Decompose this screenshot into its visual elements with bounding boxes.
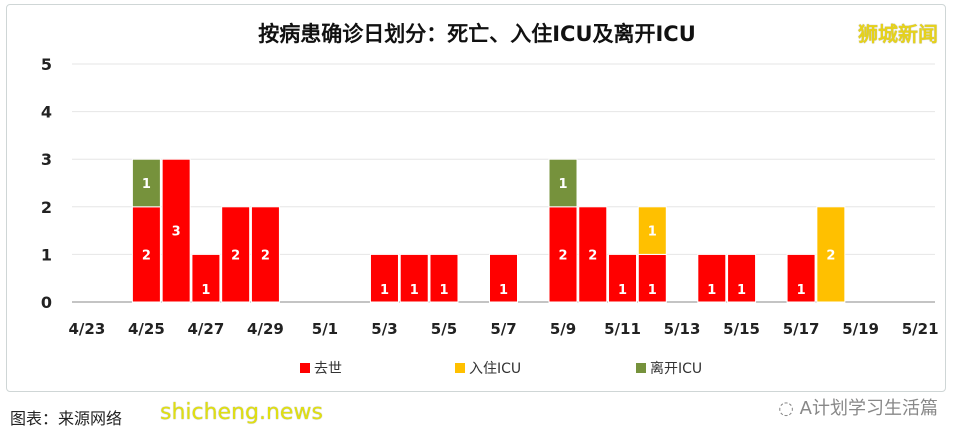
bar-入住ICU	[816, 206, 846, 303]
chart-title: 按病患确诊日划分：死亡、入住ICU及离开ICU	[258, 22, 696, 46]
x-tick-label: 4/27	[188, 320, 225, 338]
bar-去世	[727, 253, 757, 303]
legend-label: 入住ICU	[469, 361, 522, 377]
data-label: 1	[648, 225, 657, 240]
data-label: 1	[142, 177, 151, 192]
data-label: 1	[410, 283, 419, 298]
data-label: 3	[172, 225, 181, 240]
x-tick-label: 5/13	[664, 320, 701, 338]
bar-离开ICU	[548, 158, 578, 208]
bar-入住ICU	[637, 206, 667, 255]
legend-label: 离开ICU	[650, 361, 703, 377]
caption: 图表：来源网络	[10, 409, 123, 428]
chart-plot: 0 1 2 3 4 5 4/23 4/25 4/27 4/29 5/1 5/3 5/5 5/7 5/9 5/1…	[41, 55, 939, 338]
legend-swatch	[300, 363, 310, 373]
x-tick-label: 5/7	[490, 320, 516, 338]
data-label: 1	[201, 283, 210, 298]
data-label: 1	[797, 283, 806, 298]
bar-去世	[250, 206, 280, 303]
bar-去世	[578, 206, 608, 303]
x-tick-label: 5/1	[312, 320, 338, 338]
wechat-account: ◌ A计划学习生活篇	[778, 398, 938, 419]
legend-label: 去世	[314, 361, 342, 377]
data-label: 2	[261, 248, 270, 263]
brand-logo: 狮城新闻	[858, 22, 938, 46]
data-label: 1	[439, 283, 448, 298]
x-tick-label: 5/5	[431, 320, 457, 338]
y-tick-label: 0	[41, 293, 52, 312]
bar-去世	[399, 253, 429, 303]
bar-去世	[608, 253, 638, 303]
x-tick-label: 4/25	[128, 320, 165, 338]
bar-去世	[429, 253, 459, 303]
bar-去世	[637, 253, 667, 303]
x-tick-label: 5/11	[604, 320, 641, 338]
data-label: 2	[558, 248, 567, 263]
data-label: 1	[499, 283, 508, 298]
y-tick-label: 2	[41, 198, 52, 217]
x-tick-label: 5/3	[371, 320, 397, 338]
y-tick-label: 3	[41, 150, 52, 169]
legend-item: 入住ICU	[455, 358, 521, 378]
bar-去世	[697, 253, 727, 303]
bar-去世	[786, 253, 816, 303]
bar-去世	[548, 206, 578, 303]
x-tick-label: 5/21	[902, 320, 939, 338]
data-label: 1	[737, 283, 746, 298]
legend-item: 离开ICU	[636, 358, 702, 378]
data-label: 2	[231, 248, 240, 263]
x-tick-label: 5/19	[842, 320, 879, 338]
y-tick-label: 5	[41, 55, 52, 74]
x-tick-label: 5/17	[783, 320, 820, 338]
data-label: 2	[826, 248, 835, 263]
legend-swatch	[455, 363, 465, 373]
bar-去世	[489, 253, 518, 303]
wechat-label: A计划学习生活篇	[799, 398, 938, 419]
watermark: shicheng.news	[160, 400, 323, 425]
bar-去世	[161, 158, 191, 303]
bar-去世	[221, 206, 251, 303]
y-tick-label: 1	[41, 245, 52, 264]
x-tick-label: 4/29	[247, 320, 284, 338]
data-label: 2	[588, 248, 597, 263]
legend-swatch	[636, 363, 646, 373]
x-tick-label: 4/23	[68, 320, 105, 338]
data-label: 1	[618, 283, 627, 298]
bar-离开ICU	[131, 158, 161, 208]
x-tick-label: 5/15	[723, 320, 760, 338]
y-tick-label: 4	[41, 103, 52, 122]
x-tick-label: 5/9	[550, 320, 576, 338]
data-label: 1	[648, 283, 657, 298]
data-label: 2	[142, 248, 151, 263]
bar-去世	[191, 253, 221, 303]
legend-item: 去世	[300, 358, 342, 378]
data-label: 1	[707, 283, 716, 298]
data-label: 1	[380, 283, 389, 298]
bar-去世	[369, 253, 399, 303]
data-label: 1	[558, 177, 567, 192]
